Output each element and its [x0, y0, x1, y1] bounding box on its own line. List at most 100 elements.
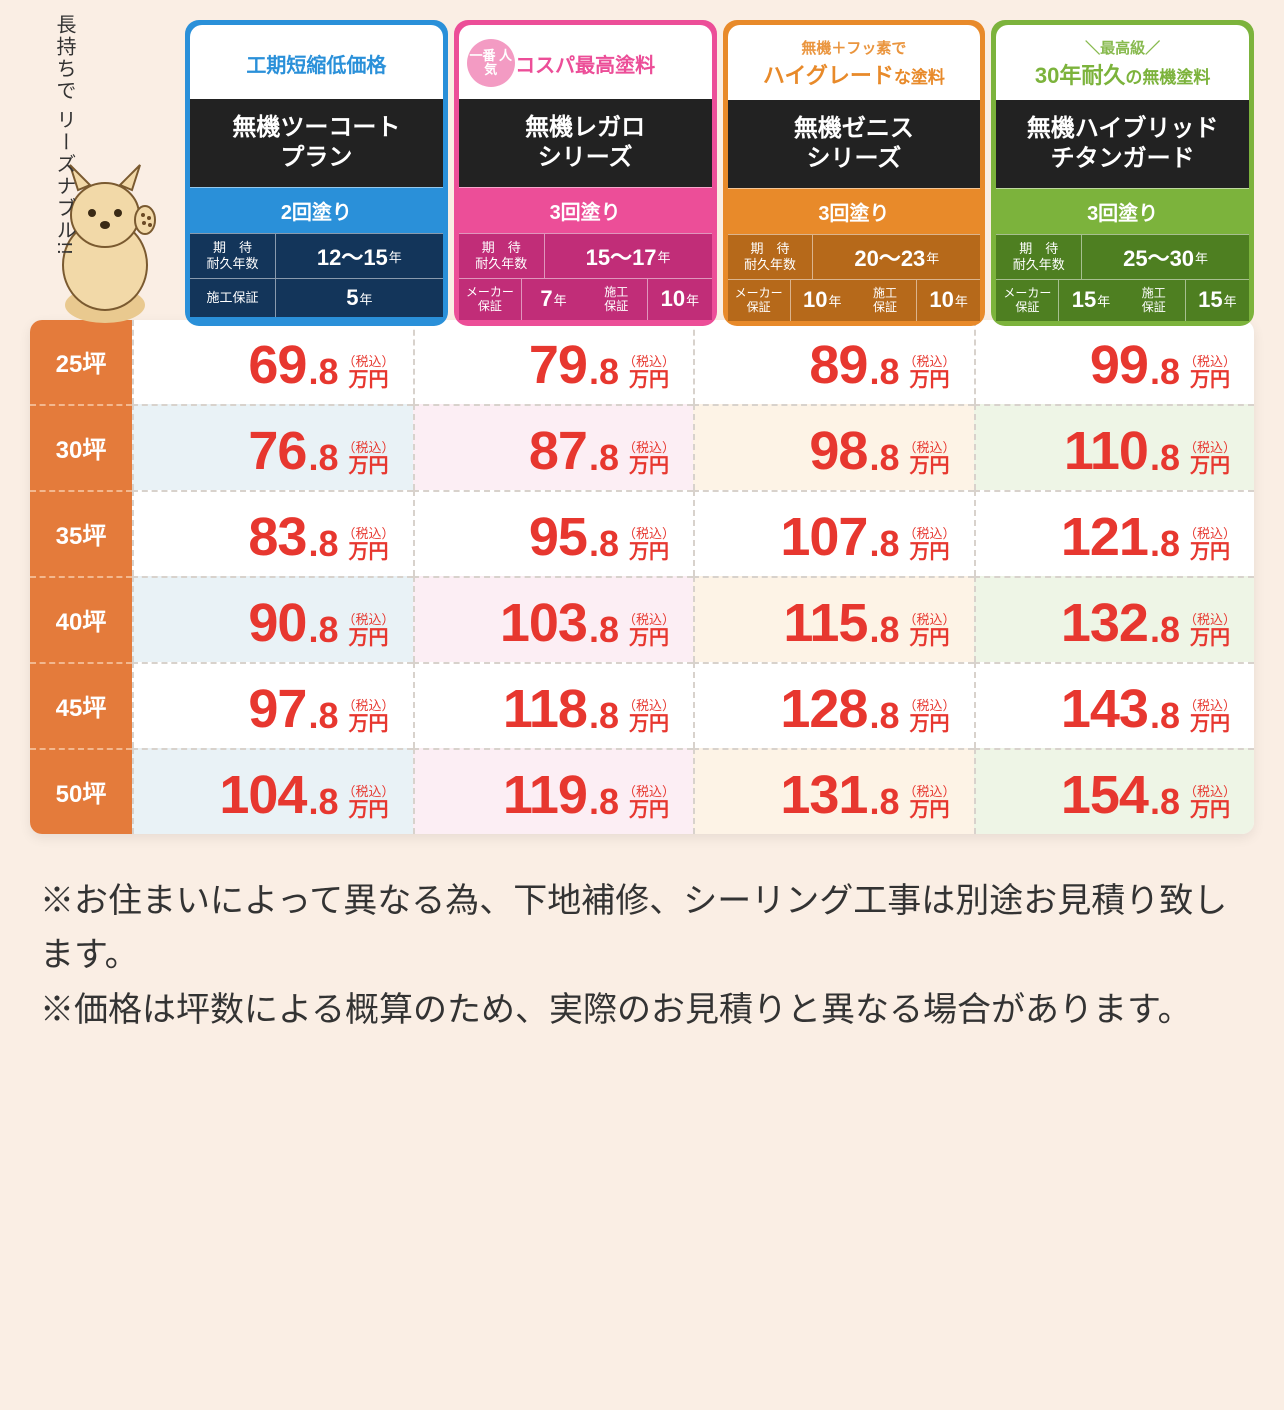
price-decimal: .8 — [589, 440, 619, 476]
tsubo-header: 30坪 — [30, 404, 132, 490]
warranty-value: 15年 — [1059, 280, 1122, 321]
price-unit: （税込） 万円 — [342, 785, 394, 820]
price-unit: （税込）万円 — [342, 355, 394, 390]
price-integer: 69 — [248, 338, 306, 392]
price-integer: 98 — [809, 424, 867, 478]
price-cell: 97.8（税込）万円 — [132, 662, 413, 748]
tax-label: （税込） — [1184, 699, 1236, 712]
footnotes: ※お住まいによって異なる為、下地補修、シーリング工事は別途お見積り致します。※価… — [30, 874, 1254, 1037]
price-cell: 121.8（税込）万円 — [974, 490, 1255, 576]
price-integer: 143 — [1061, 682, 1148, 736]
tax-label: （税込） — [903, 527, 955, 540]
tax-label: （税込） — [623, 699, 675, 712]
price-decimal: .8 — [869, 698, 899, 734]
tax-label: （税込） — [342, 785, 394, 798]
durability-label: 期 待 耐久年数 — [728, 235, 814, 279]
price-integer: 87 — [529, 424, 587, 478]
price-unit: （税込）万円 — [623, 613, 675, 648]
unit-label: 万円 — [629, 714, 669, 734]
tax-label: （税込） — [903, 699, 955, 712]
durability-label: 期 待 耐久年数 — [459, 234, 545, 278]
price-integer: 99 — [1090, 338, 1148, 392]
price-decimal: .8 — [869, 612, 899, 648]
price-unit: （税込） 万円 — [1184, 699, 1236, 734]
warranty-value: 10年 — [648, 279, 711, 320]
price-cell: 69.8（税込）万円 — [132, 320, 413, 404]
plan-tagline-main: 30年耐久の無機塗料 — [1035, 58, 1210, 90]
tax-label: （税込） — [903, 441, 955, 454]
warranty-label: メーカー 保証 — [459, 279, 522, 320]
tsubo-header: 40坪 — [30, 576, 132, 662]
price-row: 25坪69.8（税込）万円79.8（税込）万円89.8（税込）万円99.8（税込… — [30, 320, 1254, 404]
tsubo-header: 35坪 — [30, 490, 132, 576]
price-decimal: .8 — [1150, 526, 1180, 562]
price-unit: （税込） 万円 — [903, 785, 955, 820]
price-decimal: .8 — [869, 354, 899, 390]
plan-name: 無機ハイブリッドチタンガード — [996, 100, 1249, 188]
tax-label: （税込） — [623, 355, 675, 368]
price-row: 50坪104.8（税込）万円119.8（税込）万円131.8（税込）万円154.… — [30, 748, 1254, 834]
durability-value: 25～30年 — [1082, 235, 1249, 279]
price-decimal: .8 — [589, 526, 619, 562]
price-decimal: .8 — [1150, 784, 1180, 820]
price-unit: （税込）万円 — [342, 699, 394, 734]
plan-durability-row: 期 待 耐久年数12～15年 — [190, 233, 443, 278]
price-integer: 115 — [783, 596, 867, 650]
warranty-label: メーカー 保証 — [728, 280, 791, 321]
unit-label: 万円 — [1190, 542, 1230, 562]
price-unit: （税込）万円 — [1184, 355, 1236, 390]
unit-label: 万円 — [629, 800, 669, 820]
price-unit: （税込）万円 — [903, 699, 955, 734]
tax-label: （税込） — [342, 441, 394, 454]
unit-label: 万円 — [348, 542, 388, 562]
durability-value: 12～15年 — [276, 234, 443, 278]
price-cell: 89.8（税込）万円 — [693, 320, 974, 404]
warranty-label: メーカー 保証 — [996, 280, 1059, 321]
unit-label: 万円 — [1190, 714, 1230, 734]
unit-label: 万円 — [1190, 370, 1230, 390]
tax-label: （税込） — [903, 785, 955, 798]
price-integer: 79 — [529, 338, 587, 392]
price-decimal: .8 — [308, 612, 338, 648]
price-unit: （税込）万円 — [1184, 527, 1236, 562]
price-integer: 107 — [780, 510, 867, 564]
price-decimal: .8 — [589, 354, 619, 390]
tax-label: （税込） — [623, 527, 675, 540]
warranty-label: 施工 保証 — [854, 280, 917, 321]
price-integer: 103 — [500, 596, 587, 650]
plan-coats: 3回塗り — [996, 188, 1249, 234]
unit-label: 万円 — [348, 370, 388, 390]
price-cell: 79.8 （税込） 万円 — [413, 320, 694, 404]
price-cell: 95.8（税込）万円 — [413, 490, 694, 576]
price-unit: （税込）万円 — [623, 441, 675, 476]
unit-label: 万円 — [629, 370, 669, 390]
unit-label: 万円 — [348, 456, 388, 476]
price-integer: 128 — [780, 682, 867, 736]
durability-value: 20～23年 — [813, 235, 980, 279]
tax-label: （税込） — [342, 527, 394, 540]
price-integer: 97 — [248, 682, 306, 736]
price-unit: （税込）万円 — [903, 355, 955, 390]
unit-label: 万円 — [909, 800, 949, 820]
price-decimal: .8 — [589, 612, 619, 648]
price-decimal: .8 — [308, 698, 338, 734]
plan-coats: 3回塗り — [728, 188, 981, 234]
plan-card: 無機＋フッ素でハイグレードな塗料無機ゼニスシリーズ3回塗り期 待 耐久年数20～… — [723, 20, 986, 326]
price-row: 45坪97.8（税込）万円118.8（税込）万円128.8（税込）万円143.8… — [30, 662, 1254, 748]
price-decimal: .8 — [308, 440, 338, 476]
unit-label: 万円 — [348, 800, 388, 820]
price-unit: （税込）万円 — [1184, 441, 1236, 476]
price-decimal: .8 — [1150, 612, 1180, 648]
tax-label: （税込） — [623, 785, 675, 798]
plan-tagline: 工期短縮低価格 — [190, 25, 443, 99]
price-integer: 132 — [1061, 596, 1148, 650]
price-decimal: .8 — [308, 354, 338, 390]
price-integer: 110 — [1064, 424, 1148, 478]
price-cell: 99.8（税込）万円 — [974, 320, 1255, 404]
warranty-value: 15年 — [1186, 280, 1249, 321]
tsubo-header: 25坪 — [30, 320, 132, 404]
price-decimal: .8 — [589, 784, 619, 820]
price-cell: 154.8（税込）万円 — [974, 748, 1255, 834]
unit-label: 万円 — [348, 714, 388, 734]
price-unit: （税込）万円 — [903, 613, 955, 648]
